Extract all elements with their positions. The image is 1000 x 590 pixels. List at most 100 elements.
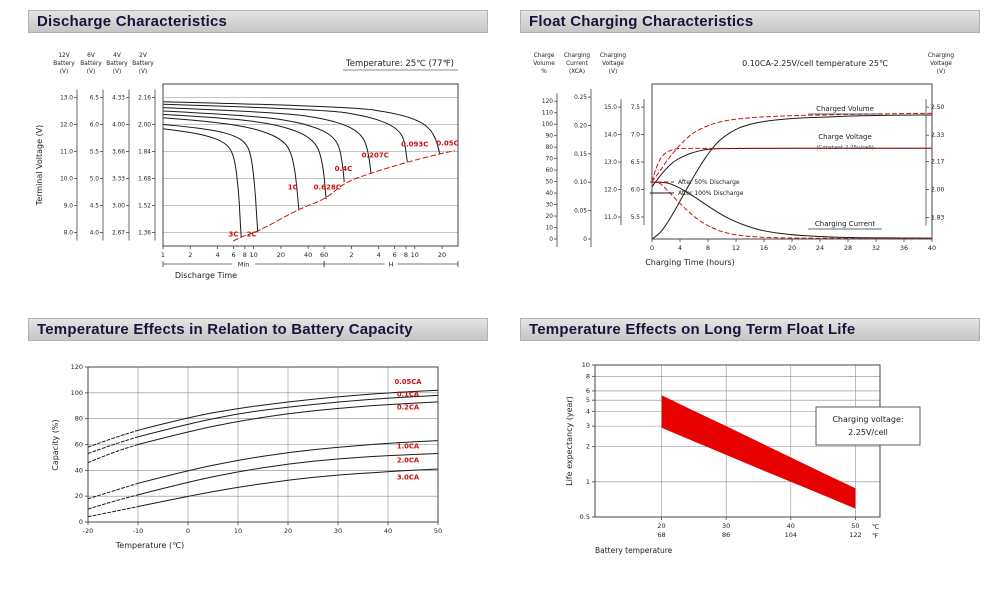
svg-text:80: 80 bbox=[546, 145, 554, 151]
svg-text:H: H bbox=[389, 261, 394, 269]
svg-text:2.25V/cell: 2.25V/cell bbox=[848, 428, 888, 437]
svg-text:1.0CA: 1.0CA bbox=[397, 442, 420, 450]
svg-text:12: 12 bbox=[732, 244, 740, 252]
svg-text:0: 0 bbox=[186, 527, 190, 535]
svg-text:10.0: 10.0 bbox=[60, 177, 73, 183]
svg-text:8: 8 bbox=[243, 251, 247, 259]
svg-text:4.5: 4.5 bbox=[90, 204, 100, 210]
svg-text:(XCA): (XCA) bbox=[569, 69, 585, 75]
svg-text:0: 0 bbox=[650, 244, 654, 252]
svg-text:20: 20 bbox=[546, 214, 554, 220]
section-title-float-life: Temperature Effects on Long Term Float L… bbox=[529, 321, 856, 338]
svg-text:Voltage: Voltage bbox=[930, 61, 952, 67]
svg-text:2.33: 2.33 bbox=[931, 132, 945, 139]
svg-text:40: 40 bbox=[304, 251, 312, 259]
section-header-temperature-capacity: Temperature Effects in Relation to Batte… bbox=[28, 318, 488, 341]
section-header-float-life: Temperature Effects on Long Term Float L… bbox=[520, 318, 980, 341]
svg-text:6.0: 6.0 bbox=[90, 123, 100, 129]
svg-text:1.83: 1.83 bbox=[931, 215, 945, 222]
svg-text:2.17: 2.17 bbox=[931, 159, 945, 166]
svg-text:0.05C: 0.05C bbox=[436, 140, 458, 148]
svg-text:10: 10 bbox=[234, 527, 242, 535]
svg-text:2.50: 2.50 bbox=[931, 104, 945, 111]
svg-text:40: 40 bbox=[384, 527, 392, 535]
svg-text:Charging: Charging bbox=[928, 53, 955, 59]
svg-text:Battery: Battery bbox=[132, 61, 154, 67]
svg-text:9.0: 9.0 bbox=[64, 204, 74, 210]
svg-text:16: 16 bbox=[760, 244, 768, 252]
svg-text:60: 60 bbox=[75, 441, 83, 449]
svg-text:1: 1 bbox=[586, 478, 590, 486]
panel-float-life: Temperature Effects on Long Term Float L… bbox=[520, 318, 980, 567]
svg-text:2.0CA: 2.0CA bbox=[397, 457, 420, 465]
svg-text:1.84: 1.84 bbox=[138, 150, 151, 156]
svg-text:40: 40 bbox=[928, 244, 936, 252]
svg-text:4: 4 bbox=[215, 251, 219, 259]
svg-text:After 50% Discharge: After 50% Discharge bbox=[678, 179, 740, 186]
svg-text:20: 20 bbox=[657, 522, 665, 530]
svg-text:11.0: 11.0 bbox=[604, 215, 617, 221]
svg-text:7.5: 7.5 bbox=[631, 105, 641, 111]
svg-text:40: 40 bbox=[75, 466, 83, 474]
svg-text:1: 1 bbox=[161, 251, 165, 259]
svg-text:30: 30 bbox=[334, 527, 342, 535]
svg-text:20: 20 bbox=[284, 527, 292, 535]
svg-text:110: 110 bbox=[542, 111, 553, 117]
svg-text:0.25: 0.25 bbox=[574, 95, 587, 101]
svg-text:3.00: 3.00 bbox=[112, 204, 125, 210]
svg-text:Voltage: Voltage bbox=[602, 61, 624, 67]
svg-text:0.1CA: 0.1CA bbox=[397, 391, 420, 399]
panel-discharge-characteristics: Discharge Characteristics 1 2 4 6 8 10 20 40 60 2… bbox=[28, 10, 488, 294]
svg-text:100: 100 bbox=[71, 389, 83, 397]
svg-text:(Constant 2.25v/cell): (Constant 2.25v/cell) bbox=[816, 145, 874, 151]
svg-text:Charging Time (hours): Charging Time (hours) bbox=[645, 258, 735, 267]
svg-text:40: 40 bbox=[546, 191, 554, 197]
svg-text:0.10: 0.10 bbox=[574, 180, 587, 186]
chart-canvas: 1 2 4 6 8 10 20 40 60 2 4 6 8 10 2013.012.011.010.09.0… bbox=[35, 53, 459, 280]
svg-text:50: 50 bbox=[434, 527, 442, 535]
svg-text:12V: 12V bbox=[58, 53, 69, 59]
svg-text:14.0: 14.0 bbox=[604, 133, 617, 139]
svg-text:Battery: Battery bbox=[80, 61, 102, 67]
svg-text:12.0: 12.0 bbox=[604, 188, 617, 194]
svg-text:0.5: 0.5 bbox=[580, 513, 590, 521]
svg-text:Charging: Charging bbox=[600, 53, 627, 59]
svg-text:3.0CA: 3.0CA bbox=[397, 473, 420, 481]
svg-text:36: 36 bbox=[900, 244, 908, 252]
svg-text:3.66: 3.66 bbox=[112, 150, 125, 156]
svg-text:90: 90 bbox=[546, 134, 554, 140]
svg-text:12.0: 12.0 bbox=[60, 123, 73, 129]
svg-text:0.2CA: 0.2CA bbox=[397, 404, 420, 412]
svg-text:4.00: 4.00 bbox=[112, 123, 125, 129]
svg-text:6.0: 6.0 bbox=[631, 188, 641, 194]
chart-canvas: -20 -10 0 10 20 30 40 50120100806040200Temperat… bbox=[51, 363, 442, 550]
svg-text:50: 50 bbox=[851, 522, 859, 530]
svg-text:2.16: 2.16 bbox=[138, 96, 151, 102]
svg-text:0.05: 0.05 bbox=[574, 209, 587, 215]
svg-text:10: 10 bbox=[546, 226, 554, 232]
svg-text:Current: Current bbox=[566, 61, 588, 67]
svg-text:%: % bbox=[541, 69, 547, 75]
svg-text:0.207C: 0.207C bbox=[362, 151, 389, 159]
discharge-characteristics-chart: 1 2 4 6 8 10 20 40 60 2 4 6 8 10 20 13.0 12.0 11.0 10.0 9.0… bbox=[28, 39, 488, 294]
svg-text:Terminal Voltage (V): Terminal Voltage (V) bbox=[35, 125, 44, 207]
svg-text:2: 2 bbox=[586, 443, 590, 451]
svg-text:3C: 3C bbox=[229, 231, 239, 239]
svg-text:6.5: 6.5 bbox=[631, 160, 641, 166]
float-charging-chart: 0 4 8 12 16 20 24 28 32 36 40 120 110 100 90 80 70 60 50 40… bbox=[520, 39, 980, 294]
svg-text:Charging: Charging bbox=[564, 53, 591, 59]
svg-text:0: 0 bbox=[79, 518, 83, 526]
svg-text:1.52: 1.52 bbox=[138, 204, 151, 210]
svg-text:10: 10 bbox=[582, 361, 590, 369]
svg-text:8: 8 bbox=[586, 372, 590, 380]
svg-text:2: 2 bbox=[188, 251, 192, 259]
svg-text:68: 68 bbox=[657, 531, 665, 539]
chart-canvas: 0 4 8 12 16 20 24 28 32 36 40120110100908070605040… bbox=[533, 53, 955, 267]
svg-text:20: 20 bbox=[788, 244, 796, 252]
svg-text:-20: -20 bbox=[83, 527, 94, 535]
svg-text:122: 122 bbox=[849, 531, 861, 539]
svg-text:(V): (V) bbox=[60, 69, 69, 75]
svg-text:5.0: 5.0 bbox=[90, 177, 100, 183]
